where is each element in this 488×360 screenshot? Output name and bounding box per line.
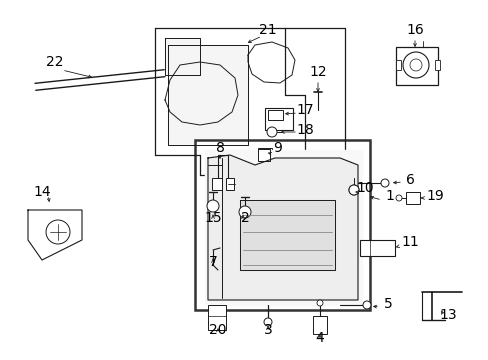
Bar bbox=[359, 240, 394, 256]
Text: 14: 14 bbox=[33, 185, 51, 199]
Circle shape bbox=[316, 300, 323, 306]
Text: 9: 9 bbox=[273, 141, 282, 155]
Text: 13: 13 bbox=[438, 308, 456, 322]
Text: 7: 7 bbox=[208, 255, 217, 269]
Bar bbox=[395, 60, 400, 70]
Circle shape bbox=[266, 127, 276, 137]
Text: 6: 6 bbox=[405, 173, 414, 187]
Circle shape bbox=[239, 206, 250, 218]
Circle shape bbox=[264, 318, 271, 326]
Bar bbox=[207, 305, 225, 330]
Text: 20: 20 bbox=[209, 323, 226, 337]
Circle shape bbox=[348, 185, 358, 195]
Bar bbox=[264, 108, 292, 130]
Circle shape bbox=[380, 179, 388, 187]
Text: 18: 18 bbox=[296, 123, 313, 137]
Circle shape bbox=[348, 185, 358, 195]
Polygon shape bbox=[240, 200, 334, 270]
Text: 11: 11 bbox=[400, 235, 418, 249]
Circle shape bbox=[402, 52, 428, 78]
Bar bbox=[434, 60, 439, 70]
Text: 4: 4 bbox=[315, 331, 324, 345]
Text: 5: 5 bbox=[383, 297, 391, 311]
Text: 21: 21 bbox=[259, 23, 276, 37]
Polygon shape bbox=[168, 45, 247, 145]
Polygon shape bbox=[28, 210, 82, 260]
Text: 2: 2 bbox=[240, 211, 249, 225]
Text: 19: 19 bbox=[425, 189, 443, 203]
Text: 10: 10 bbox=[355, 181, 373, 195]
Bar bbox=[312, 316, 326, 334]
Text: 22: 22 bbox=[46, 55, 63, 69]
Text: 1: 1 bbox=[385, 189, 394, 203]
Bar bbox=[225, 178, 234, 190]
Text: 15: 15 bbox=[204, 211, 222, 225]
Polygon shape bbox=[204, 150, 361, 305]
Circle shape bbox=[362, 301, 370, 309]
Bar bbox=[195, 140, 369, 310]
Bar bbox=[395, 47, 437, 85]
Circle shape bbox=[395, 195, 401, 201]
Text: 8: 8 bbox=[215, 141, 224, 155]
Circle shape bbox=[206, 200, 219, 212]
Bar bbox=[267, 110, 283, 120]
Bar bbox=[212, 178, 222, 190]
Text: 12: 12 bbox=[308, 65, 326, 79]
Bar bbox=[405, 192, 419, 204]
Circle shape bbox=[409, 59, 421, 71]
Polygon shape bbox=[207, 155, 357, 300]
Bar bbox=[258, 149, 269, 161]
Circle shape bbox=[46, 220, 70, 244]
Bar bbox=[258, 148, 271, 162]
Text: 16: 16 bbox=[406, 23, 423, 37]
Polygon shape bbox=[164, 38, 200, 75]
Text: 3: 3 bbox=[263, 323, 272, 337]
Text: 17: 17 bbox=[296, 103, 313, 117]
